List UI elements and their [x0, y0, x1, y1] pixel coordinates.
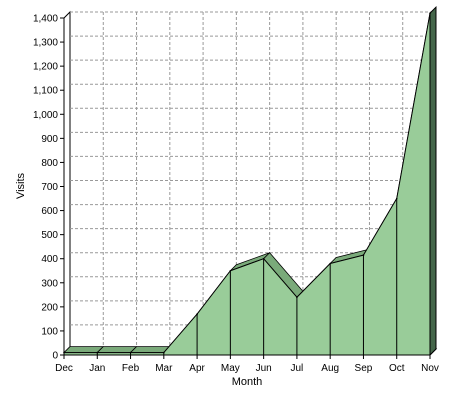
x-axis-ticks: Dec Jan Feb Mar Apr May Jun Jul Aug Sep Oct Nov — [55, 355, 439, 374]
y-tick-label: 800 — [41, 158, 58, 169]
y-tick-label: 700 — [41, 182, 58, 193]
y-tick-label: 1,400 — [33, 14, 58, 25]
x-tick-label: Sep — [355, 363, 373, 374]
data-point-feb — [129, 351, 132, 354]
x-tick-label: Mar — [155, 363, 173, 374]
x-tick-label: Feb — [122, 363, 140, 374]
x-tick-label: Aug — [321, 363, 339, 374]
x-axis-title: Month — [232, 376, 263, 388]
x-tick-label: Oct — [389, 363, 405, 374]
area-series — [63, 5, 437, 357]
data-point-jun — [262, 257, 265, 260]
area-top-face — [63, 346, 104, 353]
area-top-face — [130, 346, 171, 353]
data-point-nov — [429, 12, 431, 14]
left-wall — [63, 10, 71, 357]
y-tick-label: 100 — [41, 326, 58, 337]
data-point-jul — [296, 296, 298, 299]
x-tick-label: Nov — [421, 363, 439, 374]
y-axis-ticks: 0 100 200 300 400 500 600 700 800 900 1,000 1,100 1,… — [33, 14, 64, 362]
data-point-may — [229, 269, 232, 272]
y-tick-label: 200 — [41, 302, 58, 313]
x-tick-label: May — [221, 363, 240, 374]
area-right-side — [429, 5, 437, 357]
data-point-apr — [196, 313, 198, 315]
y-tick-label: 600 — [41, 206, 58, 217]
x-tick-label: Jun — [256, 363, 272, 374]
data-point-aug — [329, 262, 331, 265]
y-tick-label: 400 — [41, 254, 58, 265]
data-point-sep — [362, 254, 365, 256]
x-tick-label: Apr — [189, 363, 205, 374]
y-axis-title: Visits — [15, 172, 27, 199]
y-tick-label: 300 — [41, 278, 58, 289]
y-tick-label: 1,300 — [33, 38, 58, 49]
y-tick-label: 1,000 — [33, 110, 58, 121]
x-tick-label: Dec — [55, 363, 73, 374]
data-point-jan — [96, 351, 99, 354]
y-tick-label: 1,200 — [33, 62, 58, 73]
y-tick-label: 500 — [41, 230, 58, 241]
data-point-mar — [163, 351, 165, 354]
x-tick-label: Jul — [291, 363, 304, 374]
x-tick-label: Jan — [89, 363, 105, 374]
y-tick-label: 0 — [52, 351, 58, 362]
data-point-oct — [395, 197, 398, 200]
y-tick-label: 1,100 — [33, 86, 58, 97]
y-tick-label: 900 — [41, 134, 58, 145]
area-top-face — [96, 346, 137, 353]
